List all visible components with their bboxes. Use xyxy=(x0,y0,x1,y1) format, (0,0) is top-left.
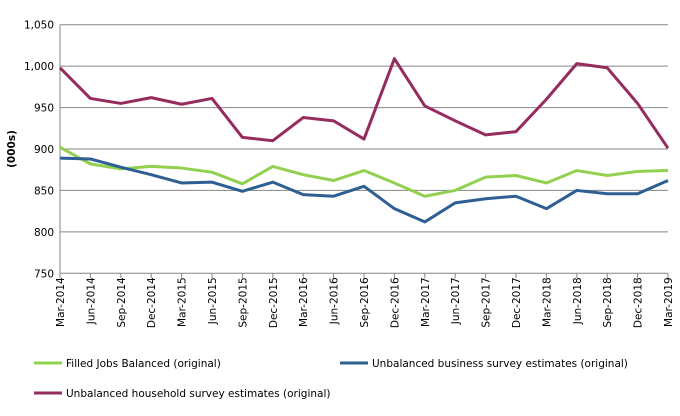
y-tick-label: 800 xyxy=(34,227,54,239)
x-tick-label: Mar-2015 xyxy=(177,277,189,327)
x-tick-label: Dec-2017 xyxy=(511,277,523,328)
series-line xyxy=(59,146,669,198)
x-tick-label: Dec-2014 xyxy=(146,277,158,328)
x-tick-label: Sep-2016 xyxy=(359,277,371,328)
y-tick-label: 1,000 xyxy=(24,61,54,73)
series-line xyxy=(59,156,669,224)
x-tick-label: Mar-2016 xyxy=(298,277,310,327)
x-tick-label: Dec-2016 xyxy=(389,277,401,328)
x-tick-label: Dec-2018 xyxy=(633,277,645,328)
x-tick-label: Sep-2018 xyxy=(602,277,614,327)
legend-label: Unbalanced household survey estimates (o… xyxy=(66,388,330,400)
x-tick-label: Jun-2016 xyxy=(329,277,341,325)
y-tick-label: 850 xyxy=(34,185,54,197)
y-tick-label: 950 xyxy=(34,103,54,115)
y-axis-label: (000s) xyxy=(6,130,18,168)
x-tick-label: Dec-2015 xyxy=(268,277,280,328)
y-tick-label: 900 xyxy=(34,144,54,156)
x-tick-label: Sep-2015 xyxy=(237,277,249,327)
x-tick-label: Mar-2017 xyxy=(420,277,432,327)
x-tick-label: Jun-2018 xyxy=(572,277,584,325)
legend-label: Filled Jobs Balanced (original) xyxy=(66,358,221,370)
x-tick-label: Sep-2017 xyxy=(481,277,493,327)
x-tick-label: Mar-2018 xyxy=(541,277,553,327)
x-tick-label: Mar-2019 xyxy=(663,277,675,327)
x-tick-label: Mar-2014 xyxy=(55,277,67,327)
x-tick-label: Jun-2017 xyxy=(450,277,462,325)
y-tick-label: 1,050 xyxy=(24,20,54,32)
series-line xyxy=(58,57,670,150)
x-tick-label: Jun-2015 xyxy=(207,277,219,325)
legend-label: Unbalanced business survey estimates (or… xyxy=(372,358,628,370)
y-tick-label: 750 xyxy=(34,268,54,280)
x-tick-label: Sep-2014 xyxy=(116,277,128,328)
x-tick-label: Jun-2014 xyxy=(85,277,97,325)
